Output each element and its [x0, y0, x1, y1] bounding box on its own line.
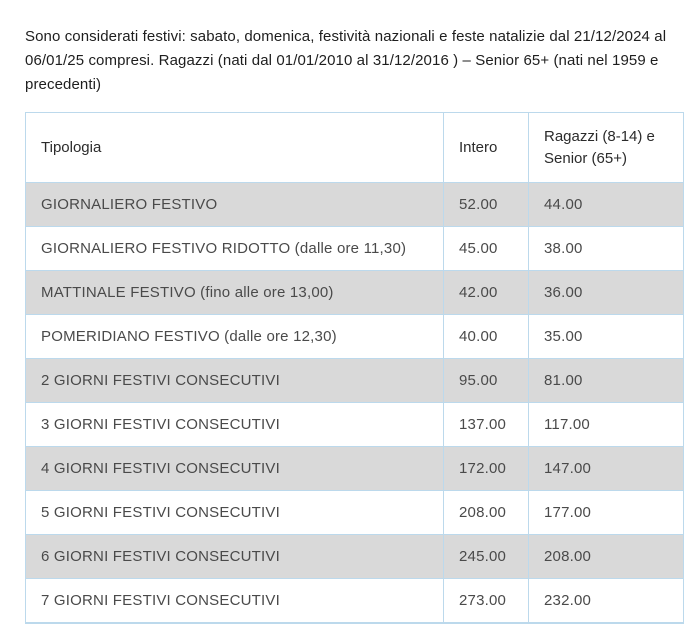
tariffs-table: Tipologia Intero Ragazzi (8-14) e Senior… — [25, 112, 684, 624]
cell-tipologia: 7 GIORNI FESTIVI CONSECUTIVI — [25, 578, 444, 623]
cell-ragazzi: 117.00 — [528, 402, 684, 447]
table-row: 6 GIORNI FESTIVI CONSECUTIVI 245.00 208.… — [25, 534, 684, 579]
cell-intero: 42.00 — [443, 270, 529, 315]
table-header: Tipologia Intero Ragazzi (8-14) e Senior… — [25, 112, 684, 183]
cell-intero: 137.00 — [443, 402, 529, 447]
table-row: 5 GIORNI FESTIVI CONSECUTIVI 208.00 177.… — [25, 490, 684, 535]
cell-ragazzi: 208.00 — [528, 534, 684, 579]
cell-intero: 45.00 — [443, 226, 529, 271]
cell-tipologia: 3 GIORNI FESTIVI CONSECUTIVI — [25, 402, 444, 447]
cell-ragazzi: 36.00 — [528, 270, 684, 315]
cell-tipologia: 2 GIORNI FESTIVI CONSECUTIVI — [25, 358, 444, 403]
table-row: 7 GIORNI FESTIVI CONSECUTIVI 273.00 232.… — [25, 578, 684, 623]
cell-intero: 172.00 — [443, 446, 529, 491]
col-header-intero: Intero — [443, 112, 529, 183]
table-row: POMERIDIANO FESTIVO (dalle ore 12,30) 40… — [25, 314, 684, 359]
cell-ragazzi: 44.00 — [528, 182, 684, 227]
cell-ragazzi: 35.00 — [528, 314, 684, 359]
cell-ragazzi: 38.00 — [528, 226, 684, 271]
cell-intero: 95.00 — [443, 358, 529, 403]
cell-tipologia: POMERIDIANO FESTIVO (dalle ore 12,30) — [25, 314, 444, 359]
cell-ragazzi: 81.00 — [528, 358, 684, 403]
cell-ragazzi: 177.00 — [528, 490, 684, 535]
cell-tipologia: MATTINALE FESTIVO (fino alle ore 13,00) — [25, 270, 444, 315]
cell-tipologia: 6 GIORNI FESTIVI CONSECUTIVI — [25, 534, 444, 579]
col-header-ragazzi: Ragazzi (8-14) e Senior (65+) — [528, 112, 684, 183]
table-row: 3 GIORNI FESTIVI CONSECUTIVI 137.00 117.… — [25, 402, 684, 447]
table-row: 4 GIORNI FESTIVI CONSECUTIVI 172.00 147.… — [25, 446, 684, 491]
cell-intero: 245.00 — [443, 534, 529, 579]
cell-ragazzi: 147.00 — [528, 446, 684, 491]
intro-paragraph: Sono considerati festivi: sabato, domeni… — [25, 28, 667, 93]
table-row: GIORNALIERO FESTIVO 52.00 44.00 — [25, 182, 684, 227]
cell-intero: 273.00 — [443, 578, 529, 623]
cell-tipologia: GIORNALIERO FESTIVO — [25, 182, 444, 227]
cell-tipologia: GIORNALIERO FESTIVO RIDOTTO (dalle ore 1… — [25, 226, 444, 271]
cell-intero: 40.00 — [443, 314, 529, 359]
cell-ragazzi: 232.00 — [528, 578, 684, 623]
table-row: MATTINALE FESTIVO (fino alle ore 13,00) … — [25, 270, 684, 315]
cell-tipologia: 4 GIORNI FESTIVI CONSECUTIVI — [25, 446, 444, 491]
table-body: GIORNALIERO FESTIVO 52.00 44.00 GIORNALI… — [25, 182, 684, 623]
cell-intero: 208.00 — [443, 490, 529, 535]
cell-intero: 52.00 — [443, 182, 529, 227]
table-row: GIORNALIERO FESTIVO RIDOTTO (dalle ore 1… — [25, 226, 684, 271]
table-header-row: Tipologia Intero Ragazzi (8-14) e Senior… — [25, 112, 684, 183]
table-row: 2 GIORNI FESTIVI CONSECUTIVI 95.00 81.00 — [25, 358, 684, 403]
col-header-tipologia: Tipologia — [25, 112, 444, 183]
cell-tipologia: 5 GIORNI FESTIVI CONSECUTIVI — [25, 490, 444, 535]
